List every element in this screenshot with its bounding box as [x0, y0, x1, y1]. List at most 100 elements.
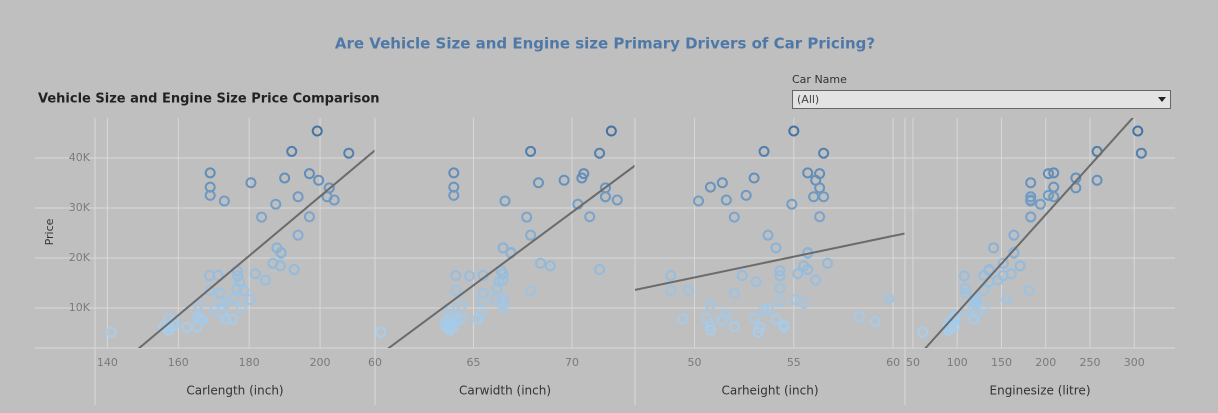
point [786, 198, 798, 210]
point [208, 305, 220, 317]
point [814, 182, 826, 194]
point [259, 274, 271, 286]
point [594, 263, 606, 275]
point [1070, 182, 1082, 194]
point [728, 321, 740, 333]
point [665, 270, 677, 281]
point [605, 125, 617, 137]
point [958, 270, 970, 282]
point [720, 194, 732, 206]
point [798, 260, 810, 272]
point [448, 189, 460, 201]
point [212, 270, 224, 281]
point [683, 285, 695, 297]
point [343, 147, 355, 159]
point [959, 305, 971, 317]
point [203, 285, 215, 297]
point [450, 285, 462, 297]
point [762, 302, 774, 314]
point [790, 294, 802, 306]
point [1135, 147, 1147, 159]
point [704, 299, 716, 311]
point [256, 211, 268, 223]
point [778, 321, 790, 333]
y-tick-label: 10K [69, 301, 91, 314]
point [477, 287, 489, 299]
point [1001, 294, 1013, 306]
point [728, 211, 740, 223]
point [440, 316, 452, 328]
point [292, 191, 304, 203]
point [558, 174, 570, 186]
point [444, 305, 456, 317]
point [758, 145, 770, 157]
points [635, 125, 905, 338]
point [450, 270, 462, 281]
point [286, 145, 298, 157]
x-tick-label: 300 [1124, 356, 1145, 369]
point [853, 311, 865, 323]
points [375, 125, 635, 348]
filter-dropdown[interactable]: (All) [792, 90, 1171, 109]
point [448, 167, 460, 179]
point [748, 172, 760, 184]
point [270, 198, 282, 210]
point [1008, 229, 1020, 241]
point [497, 242, 509, 254]
points [917, 118, 1147, 348]
x-tick-label: 140 [97, 356, 118, 369]
point [728, 287, 740, 299]
point [740, 189, 752, 201]
point [818, 147, 830, 159]
point [227, 313, 239, 325]
point [303, 211, 315, 223]
trend-line [387, 164, 635, 348]
panel: 10K 20K 30K 40K 140 160 180 200 Carlength (inch)… [35, 118, 375, 405]
point [235, 302, 247, 314]
point [774, 282, 786, 294]
point [244, 294, 256, 306]
point [456, 299, 468, 311]
point [249, 268, 261, 280]
x-tick-label: 180 [239, 356, 260, 369]
point [704, 181, 716, 193]
point [497, 268, 509, 280]
point [1132, 125, 1144, 137]
point [288, 263, 300, 275]
point [313, 174, 325, 186]
point [917, 326, 929, 338]
dropdown-box[interactable] [792, 90, 1171, 109]
point [704, 324, 716, 336]
point [774, 296, 786, 308]
point [192, 299, 204, 311]
panel: 50 100 150 200 250 300 Enginesize (litre) [904, 118, 1175, 405]
point [584, 211, 596, 223]
point [774, 265, 786, 277]
point [700, 312, 712, 324]
point [1025, 194, 1037, 206]
point [544, 260, 556, 272]
point [792, 268, 804, 280]
x-axis-label: Carwidth (inch) [459, 384, 551, 398]
dropdown-value[interactable]: (All) [797, 93, 819, 106]
point [611, 194, 623, 206]
point [578, 168, 590, 180]
point [693, 195, 705, 207]
point [810, 274, 822, 286]
point [220, 313, 232, 325]
point [525, 145, 537, 157]
point [163, 324, 175, 336]
point [594, 147, 606, 159]
point [883, 293, 895, 304]
point [1008, 246, 1020, 258]
point [195, 313, 207, 325]
point [1005, 268, 1017, 280]
point [988, 242, 1000, 254]
dropdown-arrow[interactable] [1158, 97, 1166, 102]
point [521, 211, 533, 223]
point [1025, 177, 1037, 189]
point [234, 276, 246, 288]
y-axis-label: Price [43, 218, 56, 245]
point [1014, 260, 1026, 272]
